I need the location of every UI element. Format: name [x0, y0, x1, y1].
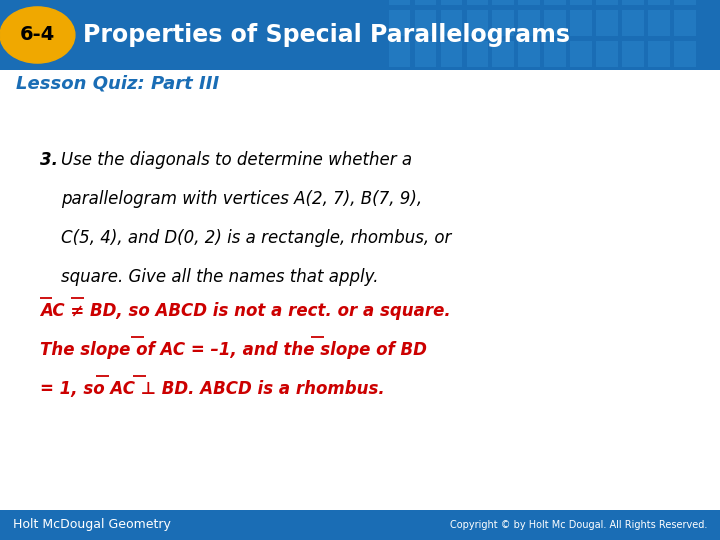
FancyBboxPatch shape: [415, 0, 436, 5]
Text: Copyright © by Holt Mc Dougal. All Rights Reserved.: Copyright © by Holt Mc Dougal. All Right…: [450, 520, 707, 530]
Text: AC ≠ BD, so ABCD is not a rect. or a square.: AC ≠ BD, so ABCD is not a rect. or a squ…: [40, 302, 450, 320]
FancyBboxPatch shape: [467, 0, 488, 5]
FancyBboxPatch shape: [389, 42, 410, 68]
FancyBboxPatch shape: [622, 10, 644, 36]
FancyBboxPatch shape: [0, 0, 720, 70]
FancyBboxPatch shape: [415, 10, 436, 36]
FancyBboxPatch shape: [648, 42, 670, 68]
Text: 3.: 3.: [40, 151, 58, 169]
FancyBboxPatch shape: [441, 0, 462, 5]
FancyBboxPatch shape: [622, 0, 644, 5]
FancyBboxPatch shape: [596, 42, 618, 68]
Text: 6-4: 6-4: [20, 25, 55, 44]
FancyBboxPatch shape: [544, 42, 566, 68]
FancyBboxPatch shape: [389, 0, 410, 5]
FancyBboxPatch shape: [389, 10, 410, 36]
Text: square. Give all the names that apply.: square. Give all the names that apply.: [61, 268, 379, 286]
FancyBboxPatch shape: [674, 0, 696, 5]
FancyBboxPatch shape: [622, 42, 644, 68]
Text: Use the diagonals to determine whether a: Use the diagonals to determine whether a: [61, 151, 413, 169]
FancyBboxPatch shape: [467, 42, 488, 68]
Text: Holt McDougal Geometry: Holt McDougal Geometry: [13, 518, 171, 531]
Text: = 1, so AC ⊥ BD. ABCD is a rhombus.: = 1, so AC ⊥ BD. ABCD is a rhombus.: [40, 380, 384, 398]
Text: C(5, 4), and D(0, 2) is a rectangle, rhombus, or: C(5, 4), and D(0, 2) is a rectangle, rho…: [61, 229, 451, 247]
FancyBboxPatch shape: [492, 42, 514, 68]
FancyBboxPatch shape: [467, 10, 488, 36]
FancyBboxPatch shape: [570, 0, 592, 5]
FancyBboxPatch shape: [570, 42, 592, 68]
FancyBboxPatch shape: [648, 10, 670, 36]
FancyBboxPatch shape: [674, 10, 696, 36]
FancyBboxPatch shape: [441, 10, 462, 36]
Text: Properties of Special Parallelograms: Properties of Special Parallelograms: [83, 23, 570, 47]
FancyBboxPatch shape: [518, 42, 540, 68]
FancyBboxPatch shape: [492, 10, 514, 36]
FancyBboxPatch shape: [492, 0, 514, 5]
FancyBboxPatch shape: [596, 0, 618, 5]
FancyBboxPatch shape: [674, 42, 696, 68]
FancyBboxPatch shape: [0, 510, 720, 540]
FancyBboxPatch shape: [544, 10, 566, 36]
FancyBboxPatch shape: [570, 10, 592, 36]
Text: parallelogram with vertices A(2, 7), B(7, 9),: parallelogram with vertices A(2, 7), B(7…: [61, 190, 423, 208]
FancyBboxPatch shape: [518, 10, 540, 36]
FancyBboxPatch shape: [415, 42, 436, 68]
FancyBboxPatch shape: [648, 0, 670, 5]
Text: Lesson Quiz: Part III: Lesson Quiz: Part III: [16, 75, 219, 93]
FancyBboxPatch shape: [544, 0, 566, 5]
FancyBboxPatch shape: [518, 0, 540, 5]
FancyBboxPatch shape: [596, 10, 618, 36]
Circle shape: [0, 7, 75, 63]
Text: The slope of AC = –1, and the slope of BD: The slope of AC = –1, and the slope of B…: [40, 341, 426, 359]
FancyBboxPatch shape: [441, 42, 462, 68]
